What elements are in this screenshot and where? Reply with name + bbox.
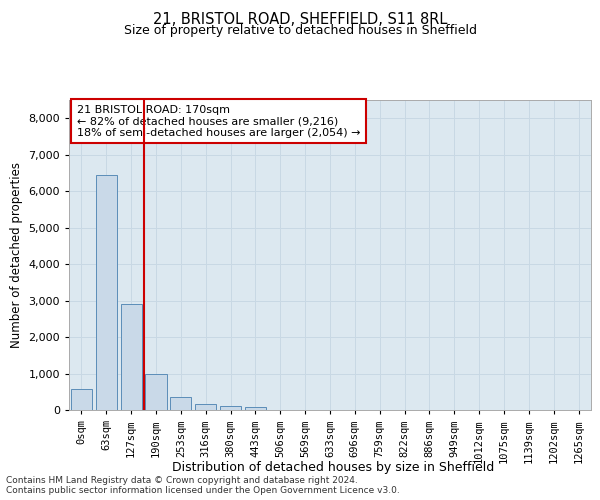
Text: Contains public sector information licensed under the Open Government Licence v3: Contains public sector information licen…	[6, 486, 400, 495]
Bar	[220, 406, 241, 410]
Bar	[96, 176, 117, 410]
Bar	[195, 404, 216, 410]
Text: Distribution of detached houses by size in Sheffield: Distribution of detached houses by size …	[172, 461, 494, 474]
Bar	[145, 374, 167, 410]
Text: 21, BRISTOL ROAD, SHEFFIELD, S11 8RL: 21, BRISTOL ROAD, SHEFFIELD, S11 8RL	[153, 12, 447, 28]
Text: Size of property relative to detached houses in Sheffield: Size of property relative to detached ho…	[124, 24, 476, 37]
Y-axis label: Number of detached properties: Number of detached properties	[10, 162, 23, 348]
Bar	[170, 397, 191, 410]
Bar	[71, 389, 92, 410]
Text: Contains HM Land Registry data © Crown copyright and database right 2024.: Contains HM Land Registry data © Crown c…	[6, 476, 358, 485]
Bar	[121, 304, 142, 410]
Bar	[245, 408, 266, 410]
Text: 21 BRISTOL ROAD: 170sqm
← 82% of detached houses are smaller (9,216)
18% of semi: 21 BRISTOL ROAD: 170sqm ← 82% of detache…	[77, 104, 361, 138]
